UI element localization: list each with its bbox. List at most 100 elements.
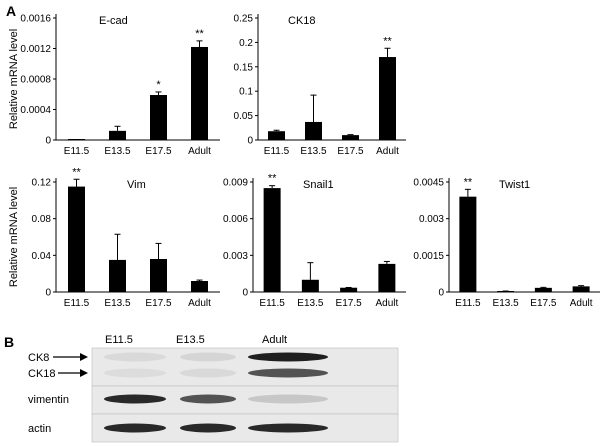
band-actin-E13.5 xyxy=(180,423,236,433)
x-tick-label: E17.5 xyxy=(530,298,557,309)
y-tick-label: 0 xyxy=(247,136,253,147)
significance-mark: ** xyxy=(383,35,392,47)
x-tick-label: E11.5 xyxy=(259,298,285,309)
bar-E17.5 xyxy=(150,259,167,292)
western-blot: E11.5 E13.5 Adult CK8 CK18 vimentin actin xyxy=(28,334,399,443)
bar-E11.5 xyxy=(68,139,85,140)
bar-E17.5 xyxy=(342,135,359,140)
bar-Adult xyxy=(191,46,208,140)
y-tick-label: 0.0045 xyxy=(413,178,444,189)
x-tick-label: E17.5 xyxy=(145,298,172,309)
x-tick-label: E11.5 xyxy=(64,146,90,157)
bar-E13.5 xyxy=(305,121,322,140)
bar-charts: 0 0.0004 0.0008 0.0012 0.0016 E-cad Relative m… xyxy=(8,14,600,309)
y-tick-label: 0.003 xyxy=(419,214,444,225)
x-tick-label: E13.5 xyxy=(104,298,131,309)
y-tick-label: 0.0016 xyxy=(20,14,51,25)
significance-mark: ** xyxy=(464,176,473,188)
lane-label-E13.5: E13.5 xyxy=(176,334,205,346)
lane-label-Adult: Adult xyxy=(262,334,287,346)
row-label-CK8: CK8 xyxy=(28,352,49,364)
bar-E17.5 xyxy=(534,287,552,292)
band-actin-Adult xyxy=(248,423,328,433)
y-tick-label: 0 xyxy=(45,288,51,299)
bar-E11.5 xyxy=(268,131,285,140)
band-CK18-E13.5 xyxy=(180,368,236,378)
y-axis-label: Relative mRNA level xyxy=(8,187,20,287)
bar-E11.5 xyxy=(263,188,281,292)
row-label-CK18: CK18 xyxy=(28,368,56,380)
y-axis-label: Relative mRNA level xyxy=(8,29,20,129)
bar-Adult xyxy=(572,286,590,292)
significance-mark: ** xyxy=(268,173,277,185)
chart-title: Vim xyxy=(127,179,146,191)
y-tick-label: 0.0012 xyxy=(20,44,51,55)
x-tick-label: E11.5 xyxy=(455,298,481,309)
x-tick-label: E17.5 xyxy=(337,146,364,157)
significance-mark: * xyxy=(156,79,161,91)
row-label-vimentin: vimentin xyxy=(28,394,69,406)
x-tick-label: E11.5 xyxy=(64,298,90,309)
y-tick-label: 0 xyxy=(438,288,444,299)
arrow-head xyxy=(80,369,88,377)
chart-2: 0 0.04 0.08 0.12 Vim Relative mRNA level ** E11… xyxy=(8,166,220,309)
y-tick-label: 0.2 xyxy=(239,38,253,49)
lane-label-E11.5: E11.5 xyxy=(105,334,133,346)
band-actin-E11.5 xyxy=(104,423,166,433)
bar-E17.5 xyxy=(340,287,358,292)
band-vimentin-E13.5 xyxy=(180,394,236,404)
y-tick-label: 0.08 xyxy=(32,214,52,225)
x-tick-label: Adult xyxy=(188,146,211,157)
y-tick-label: 0.0004 xyxy=(20,105,51,116)
y-tick-label: 0.0015 xyxy=(413,251,444,262)
x-tick-label: Adult xyxy=(375,298,398,309)
bar-Adult xyxy=(191,281,208,292)
y-tick-label: 0.009 xyxy=(223,178,248,189)
x-tick-label: Adult xyxy=(570,298,593,309)
chart-title: E-cad xyxy=(99,15,128,27)
x-tick-label: E13.5 xyxy=(297,298,324,309)
chart-title: Twist1 xyxy=(499,179,530,191)
y-tick-label: 0.04 xyxy=(32,251,52,262)
chart-title: CK18 xyxy=(288,15,316,27)
panel-b-label: B xyxy=(4,334,14,350)
band-CK8-Adult xyxy=(248,352,328,362)
y-tick-label: 0.003 xyxy=(223,251,248,262)
significance-mark: ** xyxy=(72,166,81,178)
chart-title: Snail1 xyxy=(303,179,334,191)
bar-Adult xyxy=(379,57,396,140)
bar-E11.5 xyxy=(68,186,85,292)
x-tick-label: E13.5 xyxy=(493,298,520,309)
row-label-actin: actin xyxy=(28,423,51,435)
band-vimentin-Adult xyxy=(248,394,328,404)
chart-1: 0 0.05 0.1 0.15 0.2 0.25 CK18 E11.5 E13.5 E17.5 **… xyxy=(234,14,406,157)
x-tick-label: Adult xyxy=(188,298,211,309)
y-tick-label: 0.05 xyxy=(234,111,254,122)
band-CK18-E11.5 xyxy=(104,368,166,378)
y-tick-label: 0 xyxy=(242,288,248,299)
chart-0: 0 0.0004 0.0008 0.0012 0.0016 E-cad Relative m… xyxy=(8,14,220,157)
bar-E13.5 xyxy=(109,130,126,140)
y-tick-label: 0.0008 xyxy=(20,75,51,86)
x-tick-label: E13.5 xyxy=(104,146,131,157)
y-tick-label: 0.006 xyxy=(223,214,248,225)
chart-4: 0 0.0015 0.003 0.0045 Twist1 ** E11.5 E13.5 E17.… xyxy=(413,176,600,309)
x-tick-label: Adult xyxy=(376,146,399,157)
y-tick-label: 0.12 xyxy=(32,178,52,189)
x-tick-label: E11.5 xyxy=(264,146,290,157)
band-CK8-E11.5 xyxy=(104,352,166,362)
band-CK18-Adult xyxy=(248,368,328,378)
panel-a-label: A xyxy=(6,3,16,19)
band-vimentin-E11.5 xyxy=(104,394,166,404)
x-tick-label: E17.5 xyxy=(145,146,172,157)
y-tick-label: 0.1 xyxy=(239,87,253,98)
y-tick-label: 0.15 xyxy=(234,62,254,73)
y-tick-label: 0 xyxy=(45,136,51,147)
bar-E13.5 xyxy=(109,259,126,292)
bar-E17.5 xyxy=(150,95,167,140)
bar-E13.5 xyxy=(301,279,319,292)
significance-mark: ** xyxy=(195,28,204,40)
bar-Adult xyxy=(378,263,396,292)
x-tick-label: E17.5 xyxy=(336,298,363,309)
